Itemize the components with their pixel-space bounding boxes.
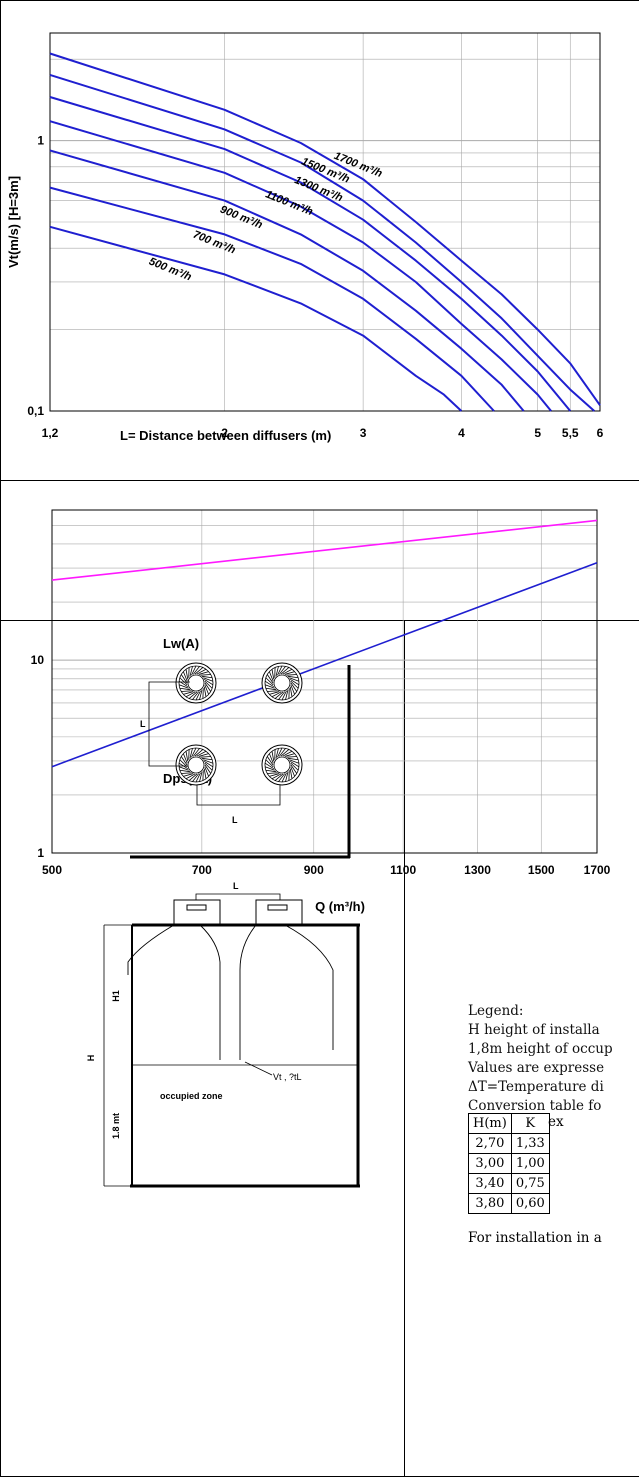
legend-line: Values are expresse [468, 1060, 605, 1076]
section-dimension-line [195, 893, 281, 900]
airflow-curve [284, 924, 334, 1050]
chart1-series-group [49, 52, 601, 412]
height-label: H [86, 1055, 96, 1062]
series-line [49, 120, 552, 412]
plan-view-diagram: L L [130, 662, 351, 859]
plan-dim-label-h: L [232, 815, 238, 825]
velocity-callout-line [244, 1061, 273, 1076]
occupied-height-label: 1.8 mt [111, 1113, 121, 1139]
chart2-xtick-label: 900 [304, 863, 324, 877]
diffuser-icon [175, 662, 217, 704]
chart2-ytick-label: 1 [37, 846, 44, 860]
conversion-table: H(m) K 2,70 1,33 3,00 1,00 3,40 0,75 3,8… [468, 1113, 550, 1214]
series-line [49, 52, 601, 406]
chart2-xtick-label: 1100 [390, 863, 416, 877]
airflow-curve [199, 924, 221, 1060]
airflow-curve [127, 924, 175, 975]
section-diffuser-neck [186, 904, 207, 911]
chart2-series-group [51, 519, 598, 768]
section-diffuser-neck [267, 904, 288, 911]
chart1-xtick-label: 4 [458, 426, 465, 440]
occupied-zone-label: occupied zone [160, 1091, 223, 1101]
series-line [51, 561, 598, 768]
chart1-plot-border [49, 32, 601, 412]
series-line [49, 149, 525, 412]
chart2-ytick-label: 10 [31, 653, 45, 667]
section-diffuser-box [255, 899, 303, 925]
legend-line: ΔT=Temperature di [468, 1079, 604, 1095]
table-cell: 1,00 [510, 1153, 550, 1174]
table-header-cell: H(m) [468, 1113, 512, 1134]
chart2-xtick-label: 700 [192, 863, 212, 877]
chart2-xtick-label: 1300 [464, 863, 491, 877]
h1-label: H1 [111, 990, 121, 1002]
chart2-ticks: 500 700 900 1100 1300 1500 1700 1 10 [31, 653, 611, 877]
table-row: 2,70 1,33 [468, 1133, 550, 1154]
table-cell: 0,75 [510, 1173, 550, 1194]
table-cell: 2,70 [468, 1133, 512, 1154]
table-cell: 1,33 [510, 1133, 550, 1154]
legend-line: H height of installa [468, 1022, 600, 1038]
chart1-ylabel: Vt(m/s) [H=3m] [6, 176, 21, 268]
chart1-xtick-label: 5,5 [562, 426, 579, 440]
table-header-row: H(m) K [468, 1113, 550, 1134]
table-cell: 3,40 [468, 1173, 512, 1194]
chart1-ytick-label: 0,1 [27, 404, 44, 418]
chart1-xtick-label: 5 [534, 426, 541, 440]
plan-dim-label-v: L [140, 719, 146, 729]
airflow-curve [239, 924, 257, 1060]
series-line [49, 96, 572, 412]
chart2-grid [51, 509, 598, 854]
series-line [49, 225, 463, 412]
series-line [49, 73, 595, 412]
chart1-grid [49, 33, 601, 412]
chart1-ytick-label: 1 [37, 134, 44, 148]
chart1-xtick-label: 2 [221, 426, 228, 440]
chart1-xlabel: L= Distance between diffusers (m) [120, 428, 331, 443]
legend-line: 1,8m height of occup [468, 1041, 613, 1057]
table-cell: 0,60 [510, 1193, 550, 1214]
chart1-xtick-label: 1,2 [42, 426, 59, 440]
series-line [51, 519, 598, 581]
table-row: 3,40 0,75 [468, 1173, 550, 1194]
velocity-label: Vt , ?tL [273, 1072, 302, 1082]
chart2-xtick-label: 1500 [528, 863, 555, 877]
table-cell: 3,80 [468, 1193, 512, 1214]
installation-note: For installation in a [468, 1230, 602, 1246]
series-label: 1100 m³/h [264, 188, 315, 218]
table-row: 3,80 0,60 [468, 1193, 550, 1214]
chart2-xtick-label: 500 [42, 863, 62, 877]
diffuser-icon [261, 662, 303, 704]
legend-block: Legend: H height of installa 1,8m height… [468, 1002, 639, 1116]
section-dim-label: L [233, 881, 239, 891]
example-text: ex [548, 1114, 564, 1130]
table-cell: 3,00 [468, 1153, 512, 1174]
chart2-xlabel: Q (m³/h) [315, 899, 365, 914]
table-header-cell: K [510, 1113, 550, 1134]
chart2-plot-border [51, 509, 598, 854]
chart1-ticks: 1,2 2 3 4 5 5,5 6 0,1 1 [27, 134, 603, 440]
series-label: 700 m³/h [191, 229, 237, 257]
series-line [49, 186, 495, 412]
diffuser-icon [261, 744, 303, 786]
chart1-xtick-label: 6 [597, 426, 604, 440]
diffuser-icon [175, 744, 217, 786]
chart1-xtick-label: 3 [360, 426, 367, 440]
legend-title: Legend: [468, 1003, 524, 1019]
table-row: 3,00 1,00 [468, 1153, 550, 1174]
plan-dimension-horizontal [196, 785, 281, 806]
section-view-diagram: L H H1 1.8 mt Vt , ?tL occupied zone [86, 881, 360, 1188]
section-diffuser-box [173, 899, 221, 925]
series-label-lwa: Lw(A) [163, 636, 199, 651]
plan-dimension-vertical [148, 681, 190, 767]
legend-line: Conversion table fo [468, 1098, 602, 1114]
chart2-xtick-label: 1700 [584, 863, 611, 877]
